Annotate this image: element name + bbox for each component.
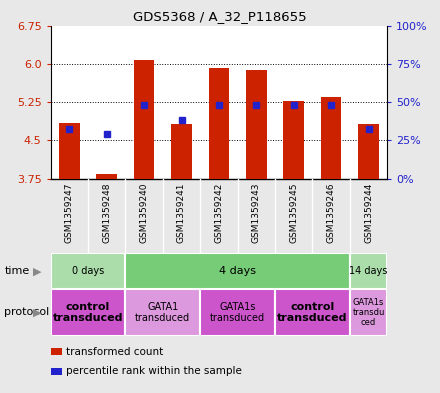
Text: control
transduced: control transduced xyxy=(277,302,348,323)
Text: GATA1s
transduced: GATA1s transduced xyxy=(210,302,265,323)
Bar xyxy=(134,60,154,179)
Text: GSM1359242: GSM1359242 xyxy=(214,182,224,243)
Text: 14 days: 14 days xyxy=(349,266,388,276)
Bar xyxy=(51,289,125,336)
Text: GSM1359246: GSM1359246 xyxy=(326,182,336,243)
Text: GSM1359241: GSM1359241 xyxy=(177,182,186,243)
Text: ▶: ▶ xyxy=(33,266,41,276)
Bar xyxy=(275,289,350,336)
Bar xyxy=(283,101,304,179)
Text: GDS5368 / A_32_P118655: GDS5368 / A_32_P118655 xyxy=(133,10,307,23)
Text: GSM1359244: GSM1359244 xyxy=(364,182,373,243)
Bar xyxy=(246,70,267,179)
Bar xyxy=(200,289,275,336)
Text: ▶: ▶ xyxy=(33,307,41,318)
Bar xyxy=(125,289,200,336)
Text: GATA1s
transdu
ced: GATA1s transdu ced xyxy=(352,298,385,327)
Text: protocol: protocol xyxy=(4,307,50,318)
Text: control
transduced: control transduced xyxy=(53,302,123,323)
Bar xyxy=(350,289,387,336)
Text: GATA1
transduced: GATA1 transduced xyxy=(135,302,191,323)
Bar xyxy=(350,253,387,289)
Text: GSM1359247: GSM1359247 xyxy=(65,182,74,243)
Bar xyxy=(209,68,229,179)
Text: 0 days: 0 days xyxy=(72,266,104,276)
Text: GSM1359248: GSM1359248 xyxy=(102,182,111,243)
Text: percentile rank within the sample: percentile rank within the sample xyxy=(66,366,242,376)
Text: GSM1359243: GSM1359243 xyxy=(252,182,261,243)
Bar xyxy=(125,253,350,289)
Bar xyxy=(171,124,192,179)
Bar xyxy=(59,123,80,179)
Text: GSM1359245: GSM1359245 xyxy=(289,182,298,243)
Bar xyxy=(358,124,379,179)
Bar xyxy=(96,174,117,179)
Text: transformed count: transformed count xyxy=(66,347,163,357)
Text: 4 days: 4 days xyxy=(219,266,256,276)
Bar xyxy=(321,97,341,179)
Text: time: time xyxy=(4,266,29,276)
Bar xyxy=(51,253,125,289)
Text: GSM1359240: GSM1359240 xyxy=(139,182,149,243)
